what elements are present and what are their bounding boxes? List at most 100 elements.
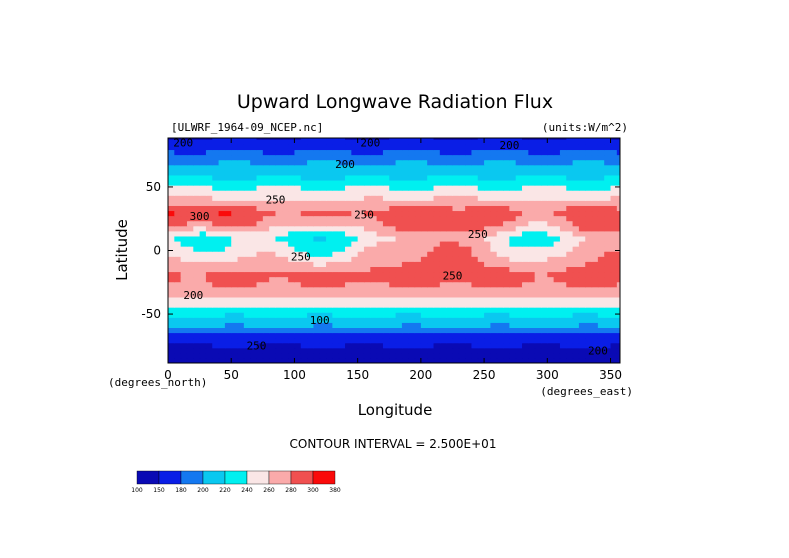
heatmap-cell <box>199 225 207 232</box>
colorbar-tick-label: 380 <box>329 487 341 494</box>
heatmap-cell <box>452 246 460 252</box>
heatmap-cell <box>288 230 296 237</box>
heatmap-cell <box>566 220 574 227</box>
heatmap-cell <box>307 327 314 334</box>
heatmap-cell <box>370 144 378 151</box>
heatmap-cell <box>275 357 283 363</box>
heatmap-cell <box>604 261 612 267</box>
heatmap-cell <box>496 149 504 156</box>
heatmap-cell <box>553 352 561 359</box>
heatmap-cell <box>288 195 296 201</box>
heatmap-cell <box>345 205 352 212</box>
heatmap-cell <box>345 174 352 181</box>
heatmap-cell <box>186 342 194 349</box>
heatmap-cell <box>477 174 485 181</box>
heatmap-cell <box>205 210 213 217</box>
heatmap-cell <box>212 205 220 212</box>
heatmap-cell <box>553 235 561 242</box>
heatmap-cell <box>199 215 207 222</box>
heatmap-cell <box>427 138 435 140</box>
heatmap-cell <box>477 179 485 186</box>
heatmap-cell <box>496 261 504 267</box>
heatmap-cell <box>218 195 226 201</box>
heatmap-cell <box>332 159 340 166</box>
heatmap-cell <box>338 169 346 176</box>
heatmap-cell <box>515 179 523 186</box>
heatmap-cell <box>332 296 340 303</box>
heatmap-cell <box>401 205 409 212</box>
heatmap-cell <box>231 185 239 191</box>
heatmap-cell <box>585 235 593 242</box>
heatmap-cell <box>540 144 548 151</box>
heatmap-cell <box>313 164 321 171</box>
heatmap-cell <box>294 307 302 313</box>
heatmap-cell <box>363 281 371 288</box>
heatmap-cell <box>237 190 245 196</box>
heatmap-cell <box>186 347 194 354</box>
heatmap-cell <box>433 291 441 298</box>
heatmap-cell <box>503 347 510 354</box>
heatmap-cell <box>446 352 454 359</box>
heatmap-cell <box>382 179 390 186</box>
heatmap-cell <box>174 210 182 217</box>
heatmap-cell <box>288 235 296 242</box>
heatmap-cell <box>471 296 479 303</box>
heatmap-cell <box>256 205 264 212</box>
heatmap-cell <box>610 322 618 328</box>
heatmap-cell <box>180 347 188 354</box>
heatmap-cell <box>326 251 333 257</box>
heatmap-cell <box>313 281 321 288</box>
heatmap-cell <box>338 322 346 328</box>
heatmap-cell <box>256 261 264 267</box>
heatmap-cell <box>540 251 548 257</box>
heatmap-cell <box>509 281 517 288</box>
heatmap-cell <box>326 139 333 145</box>
heatmap-cell <box>534 296 542 303</box>
heatmap-cell <box>439 185 447 191</box>
heatmap-cell <box>616 225 620 232</box>
heatmap-cell <box>256 230 264 237</box>
heatmap-cell <box>224 312 232 318</box>
heatmap-cell <box>382 327 390 334</box>
heatmap-cell <box>218 327 226 334</box>
heatmap-cell <box>237 220 245 227</box>
heatmap-cell <box>389 312 397 318</box>
heatmap-cell <box>395 332 403 339</box>
heatmap-cell <box>288 352 296 359</box>
heatmap-cell <box>484 240 491 247</box>
heatmap-cell <box>313 332 321 339</box>
heatmap-cell <box>572 291 580 298</box>
heatmap-cell <box>597 144 605 151</box>
heatmap-cell <box>408 246 416 252</box>
heatmap-cell <box>585 225 593 232</box>
heatmap-cell <box>401 174 409 181</box>
heatmap-cell <box>420 307 428 313</box>
heatmap-cell <box>534 240 542 247</box>
heatmap-cell <box>300 332 308 339</box>
heatmap-cell <box>446 251 454 257</box>
heatmap-cell <box>591 261 599 267</box>
heatmap-cell <box>363 296 371 303</box>
heatmap-cell <box>395 230 403 237</box>
heatmap-cell <box>572 235 580 242</box>
heatmap-cell <box>610 179 618 186</box>
heatmap-cell <box>250 200 258 206</box>
heatmap-cell <box>332 195 340 201</box>
heatmap-cell <box>168 317 175 323</box>
heatmap-cell <box>446 169 454 176</box>
heatmap-cell <box>408 240 416 247</box>
heatmap-cell <box>269 210 277 217</box>
heatmap-cell <box>243 312 251 318</box>
heatmap-cell <box>477 261 485 267</box>
heatmap-cell <box>281 312 289 318</box>
heatmap-cell <box>559 286 567 293</box>
heatmap-cell <box>193 256 201 262</box>
heatmap-cell <box>439 164 447 171</box>
heatmap-cell <box>471 220 479 227</box>
heatmap-cell <box>591 225 599 232</box>
heatmap-cell <box>490 215 498 222</box>
heatmap-cell <box>559 261 567 267</box>
heatmap-cell <box>180 190 188 196</box>
heatmap-cell <box>376 307 384 313</box>
heatmap-cell <box>357 276 365 283</box>
